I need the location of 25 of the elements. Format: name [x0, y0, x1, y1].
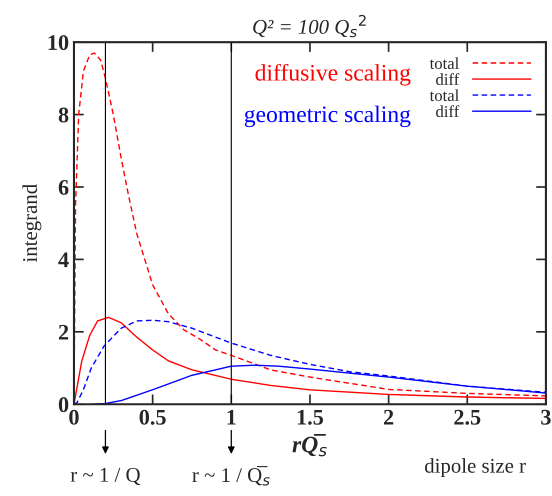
text: r ~ 1 / Q — [70, 468, 140, 486]
text: r ~ 1 / Q̅$_{s}$ — [192, 466, 270, 486]
x-tick-label: 2 — [384, 410, 394, 425]
y-tick-label: 2 — [58, 324, 68, 340]
annotation: diffusive scaling — [256, 64, 410, 86]
y-tick-label: 6 — [58, 180, 68, 195]
legend-label: total — [430, 57, 459, 69]
y-tick-label: 10 — [48, 35, 68, 50]
text: dipole size r — [424, 458, 526, 478]
legend-label: diff — [436, 73, 460, 86]
legend-label: diff — [436, 105, 460, 118]
x-tick-label: 1.5 — [298, 410, 324, 425]
y-axis-title: integrand — [22, 184, 42, 262]
annotation: geometric scaling — [244, 106, 410, 128]
y-tick-label: 0 — [58, 397, 68, 412]
x-tick-label: 0.5 — [140, 410, 166, 425]
chart-title: Q² = 100 Q$_{s}$$^{2}$ — [253, 14, 366, 38]
x-tick-label: 2.5 — [454, 410, 480, 425]
y-tick-label: 8 — [58, 108, 68, 123]
x-axis-title: rQ̅$_{s}$ — [292, 434, 327, 456]
legend-label: total — [430, 89, 459, 102]
x-tick-label: 3 — [541, 410, 551, 425]
y-tick-label: 4 — [58, 252, 69, 268]
x-tick-label: 0 — [69, 410, 79, 425]
x-tick-label: 1 — [228, 410, 236, 425]
